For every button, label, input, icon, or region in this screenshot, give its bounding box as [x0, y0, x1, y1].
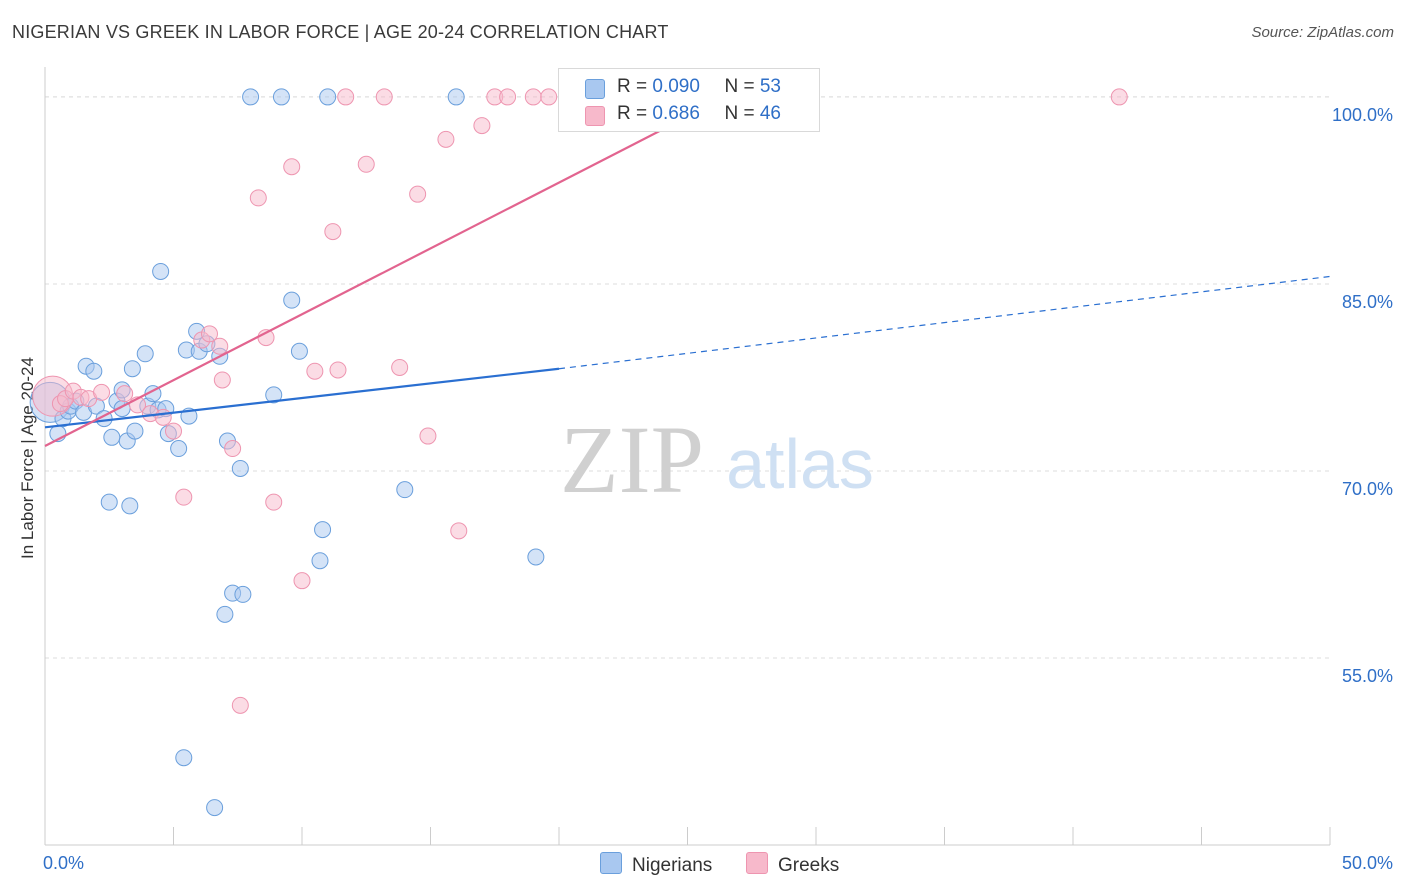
- source-credit: Source: ZipAtlas.com: [1251, 24, 1394, 41]
- nigerian-point: [396, 481, 414, 499]
- x-tick-label: 50.0%: [1342, 853, 1393, 873]
- legend-n-value: 53: [759, 76, 781, 97]
- greek-point: [357, 155, 375, 173]
- bottom-legend-swatch-nigerians: [600, 852, 622, 874]
- greek-point: [450, 522, 468, 540]
- greek-point: [329, 361, 347, 379]
- legend-r-value: 0.686: [652, 103, 700, 124]
- greek-point: [175, 488, 193, 506]
- x-tick-label: 0.0%: [43, 853, 84, 873]
- nigerian-point: [152, 262, 170, 280]
- tick-labels: 100.0% 85.0% 70.0% 55.0% 0.0% 50.0%: [43, 105, 1393, 873]
- nigerians-trend-extension: [558, 275, 1331, 370]
- greek-point: [375, 88, 393, 106]
- axes: [44, 67, 1331, 846]
- legend-swatch-nigerians: [585, 79, 605, 99]
- greek-point: [224, 440, 242, 458]
- nigerian-point: [242, 88, 260, 106]
- nigerian-point: [206, 799, 224, 817]
- bottom-legend-nigerians[interactable]: Nigerians: [600, 852, 712, 877]
- greek-point: [540, 88, 558, 106]
- legend-r-value: 0.090: [652, 76, 700, 97]
- greeks-trend-line: [44, 95, 727, 448]
- legend-n-value: 46: [759, 103, 781, 124]
- watermark-atlas: atlas: [726, 425, 874, 503]
- bottom-legend-greeks[interactable]: Greeks: [746, 852, 839, 877]
- correlation-legend: R = 0.090 N = 53 R = 0.686 N = 46: [558, 68, 820, 132]
- nigerian-point: [283, 291, 301, 309]
- gridlines: [45, 96, 1330, 659]
- y-tick-label: 85.0%: [1342, 292, 1393, 312]
- greeks-points: [32, 88, 1128, 714]
- greek-point: [524, 88, 542, 106]
- nigerian-point: [272, 88, 290, 106]
- greek-point: [213, 371, 231, 389]
- legend-r-label: R =: [617, 76, 653, 97]
- legend-n-label: N =: [724, 103, 760, 124]
- greek-point: [1110, 88, 1128, 106]
- greek-point: [409, 185, 427, 203]
- nigerians-points: [29, 88, 581, 817]
- greek-point: [337, 88, 355, 106]
- greek-point: [293, 572, 311, 590]
- nigerian-point: [123, 360, 141, 378]
- greek-point: [499, 88, 517, 106]
- nigerian-point: [311, 552, 329, 570]
- nigerian-point: [175, 749, 193, 767]
- y-tick-label: 100.0%: [1332, 105, 1393, 125]
- legend-r-label: R =: [617, 103, 653, 124]
- watermark: ZIP atlas: [560, 406, 874, 513]
- legend-swatch-greeks: [585, 106, 605, 126]
- nigerian-point: [126, 422, 144, 440]
- nigerian-point: [85, 362, 103, 380]
- greek-point: [154, 408, 172, 426]
- nigerian-point: [234, 585, 252, 603]
- nigerian-point: [447, 88, 465, 106]
- bottom-legend-swatch-greeks: [746, 852, 768, 874]
- trend-lines: [44, 95, 1331, 448]
- nigerian-point: [314, 521, 332, 539]
- bottom-legend-label-nigerians: Nigerians: [632, 855, 713, 876]
- greek-point: [473, 117, 491, 135]
- greek-point: [231, 696, 249, 714]
- greek-point: [249, 189, 267, 207]
- greek-point: [391, 358, 409, 376]
- greek-point: [419, 427, 437, 445]
- greek-point: [165, 422, 182, 440]
- y-tick-label: 55.0%: [1342, 666, 1393, 686]
- greek-point: [265, 493, 283, 511]
- nigerians-trend-line: [44, 367, 560, 429]
- greek-point: [200, 325, 218, 343]
- nigerian-point: [231, 459, 249, 477]
- nigerian-point: [319, 88, 337, 106]
- nigerian-point: [170, 440, 188, 458]
- greek-point: [306, 362, 324, 380]
- greek-point: [93, 383, 111, 401]
- nigerian-point: [121, 497, 139, 515]
- nigerian-point: [527, 548, 545, 566]
- y-tick-label: 70.0%: [1342, 479, 1393, 499]
- legend-n-label: N =: [724, 76, 760, 97]
- bottom-legend-label-greeks: Greeks: [778, 855, 840, 876]
- chart-title: NIGERIAN VS GREEK IN LABOR FORCE | AGE 2…: [12, 22, 669, 42]
- nigerian-point: [136, 345, 154, 363]
- nigerian-point: [103, 428, 121, 446]
- nigerian-point: [216, 605, 234, 623]
- greek-point: [283, 158, 301, 176]
- watermark-zip: ZIP: [560, 406, 704, 513]
- greek-point: [324, 223, 342, 241]
- nigerian-point: [265, 386, 283, 404]
- nigerian-point: [290, 342, 308, 360]
- greek-point: [211, 337, 229, 355]
- nigerian-point: [100, 493, 118, 511]
- greek-point: [437, 130, 455, 148]
- greek-point: [116, 385, 134, 403]
